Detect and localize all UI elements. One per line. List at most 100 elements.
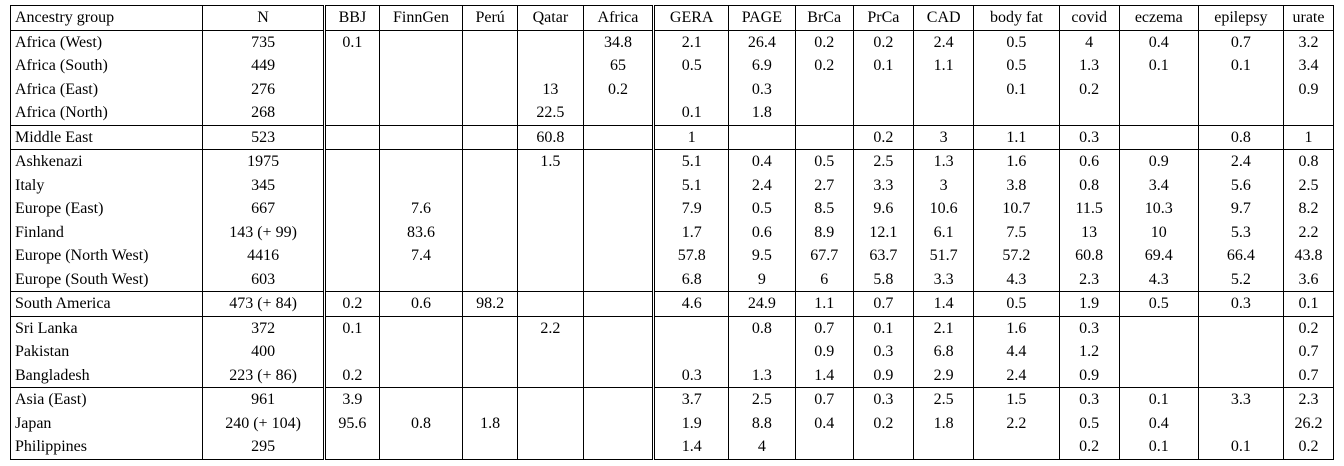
table-cell: 3.3	[852, 173, 914, 197]
table-cell	[378, 267, 463, 292]
table-row: Europe (East) 667 7.6 7.9 0.5 8.5 9.6 10.6 10.7 1…	[11, 197, 1334, 221]
table-cell: 0.2	[1058, 435, 1120, 459]
table-cell: 66.4	[1197, 244, 1284, 268]
table-cell: 1.3	[913, 149, 974, 174]
table-cell	[517, 363, 584, 388]
table-cell	[462, 220, 518, 244]
table-cell: 63.7	[852, 244, 914, 268]
table-cell	[1197, 101, 1284, 125]
column-header: eczema	[1118, 5, 1199, 30]
table-row: Sri Lanka 372 0.1 2.2 0.8 0.7 0.1 2.1 1.6 0.3 0.2	[11, 316, 1334, 340]
table-cell: 0.3	[852, 340, 914, 364]
table-cell	[517, 197, 584, 221]
table-cell	[378, 173, 463, 197]
row-label: Africa (South)	[15, 57, 108, 75]
column-header: Ancestry group	[15, 9, 115, 27]
table-cell: 1.9	[1058, 291, 1120, 316]
column-header: Qatar	[517, 5, 584, 30]
table-cell: 0.2	[852, 125, 914, 150]
table-cell	[582, 149, 654, 174]
table-cell: 0.9	[794, 340, 854, 364]
table-cell: 3	[913, 173, 974, 197]
table-cell: 372	[202, 316, 325, 340]
table-row: Italy 345 5.1 2.4 2.7 3.3 3 3.8 0.8 3.4 5.6 2.5	[11, 173, 1334, 197]
column-header: BBJ	[322, 5, 380, 30]
table-cell: 6.9	[728, 54, 796, 78]
table-cell: 0.4	[1118, 30, 1199, 54]
table-cell: 0.3	[652, 363, 729, 388]
table-row: South America 473 (+ 84) 0.2 0.6 98.2 4.6 24.9…	[10, 291, 1334, 316]
table-cell	[582, 125, 654, 150]
column-header: FinnGen	[378, 5, 463, 30]
table-cell: 2.7	[794, 173, 854, 197]
table-cell: 26.4	[728, 30, 796, 54]
column-header: CAD	[913, 5, 974, 30]
table-cell	[462, 340, 518, 364]
table-cell: 0.9	[1058, 363, 1120, 388]
table-cell: 8.5	[794, 197, 854, 221]
table-cell: 0.1	[1283, 291, 1334, 316]
table-cell: 43.8	[1283, 244, 1334, 268]
table-cell: 0.2	[794, 30, 854, 54]
table-cell	[322, 244, 380, 268]
table-cell: 0.7	[1197, 30, 1284, 54]
table-cell: 10.7	[973, 197, 1060, 221]
table-cell: 51.7	[913, 244, 974, 268]
column-header: body fat	[973, 5, 1060, 30]
table-cell: 5.1	[652, 149, 729, 174]
table-cell: 11.5	[1058, 197, 1120, 221]
table-cell: 0.2	[852, 411, 914, 435]
table-row: Japan 240 (+ 104) 95.6 0.8 1.8 1.9 8.8 0.4 0.2 1.…	[11, 411, 1334, 435]
table-cell: 1.9	[652, 411, 729, 435]
row-label: Europe (East)	[15, 200, 104, 218]
table-cell: 735	[202, 30, 325, 54]
table-cell	[378, 149, 463, 174]
row-label: Asia (East)	[15, 391, 87, 409]
table-cell: 400	[202, 340, 325, 364]
table-cell: 268	[202, 101, 325, 125]
table-cell: 24.9	[728, 291, 796, 316]
table-cell: 0.7	[852, 291, 914, 316]
row-label: Africa (West)	[15, 33, 103, 51]
table-row: Middle East 523 60.8 1 0.2 3 1.1 0.3 0.8 1	[10, 125, 1334, 150]
table-cell	[378, 435, 463, 459]
table-cell: 1.3	[1058, 54, 1120, 78]
table-cell: 223 (+ 86)	[202, 363, 325, 388]
column-header: PAGE	[728, 5, 796, 30]
table-cell	[517, 387, 584, 412]
table-cell: 22.5	[517, 101, 584, 125]
table-cell: 0.2	[1283, 435, 1334, 459]
table-cell: 0.1	[1118, 54, 1199, 78]
table-cell: 13	[517, 77, 584, 101]
table-cell: 0.8	[1058, 173, 1120, 197]
table-cell	[728, 340, 796, 364]
table-cell: 2.4	[913, 30, 974, 54]
table-cell: 98.2	[462, 291, 518, 316]
table-cell	[462, 77, 518, 101]
table-cell	[1197, 340, 1284, 364]
table-cell	[582, 387, 654, 412]
column-header: Perú	[462, 5, 518, 30]
table-cell: 60.8	[1058, 244, 1120, 268]
table-cell: 0.9	[852, 363, 914, 388]
table-cell	[582, 197, 654, 221]
table-cell	[582, 316, 654, 340]
table-cell: 295	[202, 435, 325, 459]
table-cell: 0.4	[728, 149, 796, 174]
table-cell	[322, 267, 380, 292]
table-cell: 0.3	[1058, 125, 1120, 150]
ancestry-table: Ancestry group N BBJ FinnGen Perú Qatar Africa…	[10, 5, 1334, 460]
table-cell: 0.1	[322, 30, 380, 54]
table-cell	[517, 244, 584, 268]
table-row: Finland 143 (+ 99) 83.6 1.7 0.6 8.9 12.1 6.1 7.5…	[11, 220, 1334, 244]
table-cell	[1118, 77, 1199, 101]
table-cell: 57.2	[973, 244, 1060, 268]
table-cell	[378, 363, 463, 388]
table-cell: 4	[1058, 30, 1120, 54]
table-cell: 0.1	[322, 316, 380, 340]
table-cell: 13	[1058, 220, 1120, 244]
table-cell: 345	[202, 173, 325, 197]
table-cell: 3.2	[1283, 30, 1334, 54]
table-cell: 2.5	[913, 387, 974, 412]
table-cell: 0.3	[1058, 387, 1120, 412]
